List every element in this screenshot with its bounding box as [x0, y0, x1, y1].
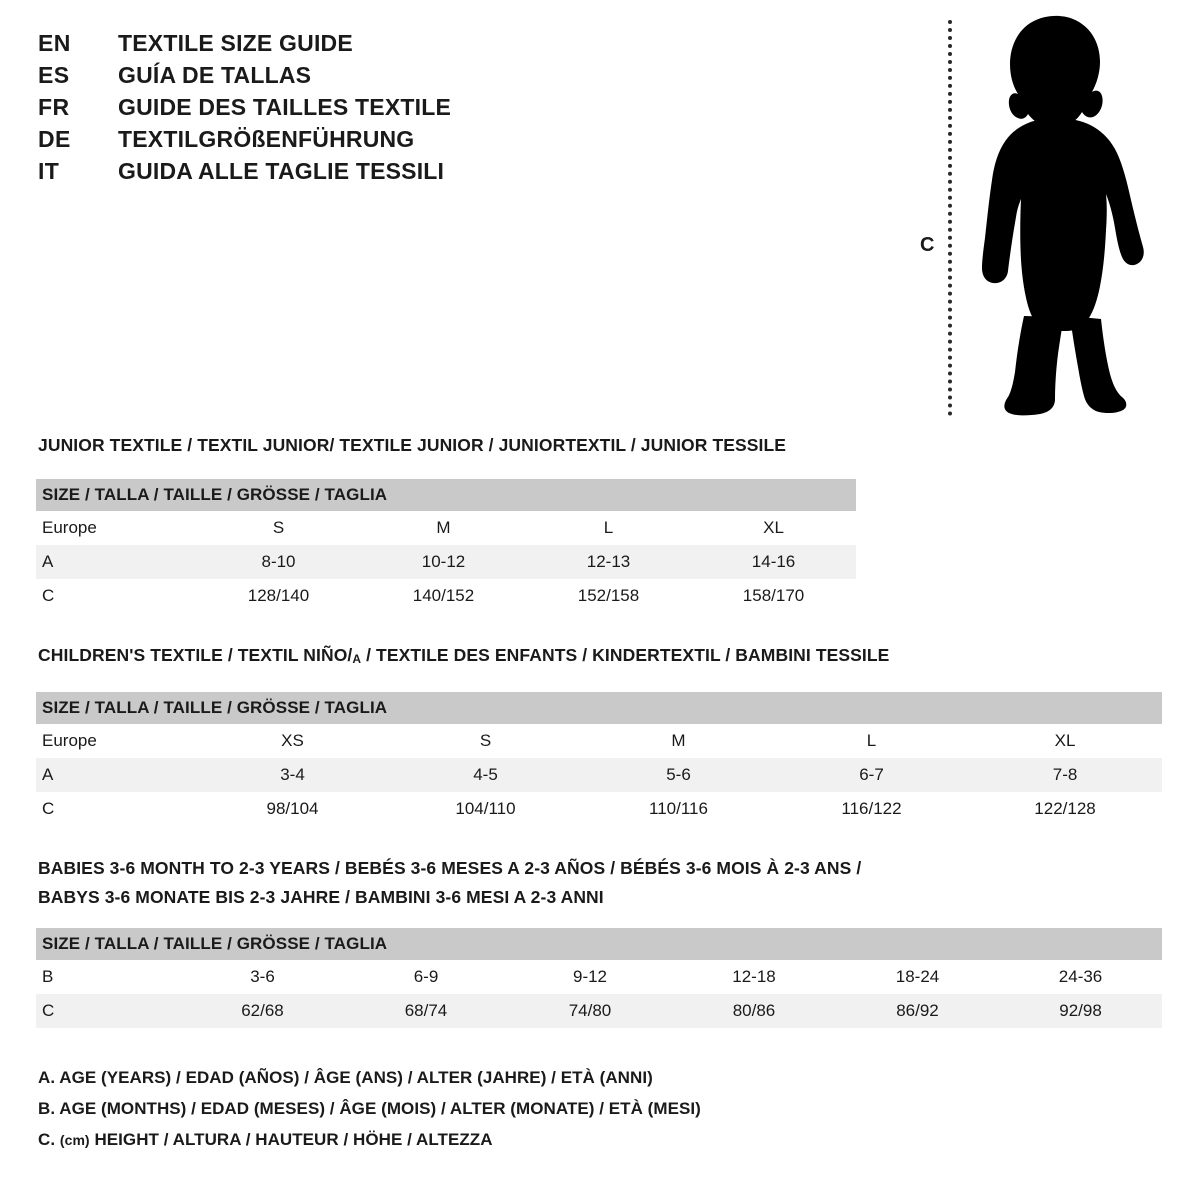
- height-measurement-figure: C: [900, 14, 1190, 424]
- table-cell: M: [582, 724, 775, 758]
- table-row: C 62/68 68/74 74/80 80/86 86/92 92/98: [36, 994, 1163, 1028]
- legend-line-a: A. AGE (YEARS) / EDAD (AÑOS) / ÂGE (ANS)…: [38, 1068, 653, 1087]
- children-title-part1: CHILDREN'S TEXTILE / TEXTIL NIÑO: [38, 645, 348, 665]
- legend-c-prefix: C.: [38, 1130, 56, 1149]
- table-cell: S: [389, 724, 582, 758]
- table-cell: 122/128: [968, 792, 1163, 826]
- table-cell: M: [361, 511, 526, 545]
- height-label-c: C: [920, 234, 935, 256]
- language-title: GUIDA ALLE TAGLIE TESSILI: [118, 158, 445, 184]
- language-code: IT: [38, 158, 60, 184]
- table-row: C 98/104 104/110 110/116 116/122 122/128: [36, 792, 1163, 826]
- table-cell: 62/68: [181, 994, 344, 1028]
- table-cell: L: [775, 724, 968, 758]
- table-cell: 158/170: [691, 579, 857, 613]
- table-cell: 110/116: [582, 792, 775, 826]
- language-row: FR GUIDE DES TAILLES TEXTILE: [38, 94, 598, 126]
- table-cell: 8-10: [196, 545, 361, 579]
- height-dashed-line: [948, 20, 952, 416]
- table-cell: 4-5: [389, 758, 582, 792]
- row-label: A: [36, 758, 196, 792]
- row-label: Europe: [36, 724, 196, 758]
- language-title: GUÍA DE TALLAS: [118, 62, 312, 88]
- child-silhouette-icon: [982, 15, 1144, 416]
- table-cell: 152/158: [526, 579, 691, 613]
- language-code: EN: [38, 30, 71, 56]
- table-cell: 74/80: [508, 994, 672, 1028]
- table-row: A 3-4 4-5 5-6 6-7 7-8: [36, 758, 1163, 792]
- row-label: C: [36, 994, 181, 1028]
- table-cell: 9-12: [508, 960, 672, 994]
- legend-c-unit: (cm): [59, 1132, 90, 1148]
- section-title-babies-line1: BABIES 3-6 MONTH TO 2-3 YEARS / BEBÉS 3-…: [38, 858, 862, 878]
- section-title-children: CHILDREN'S TEXTILE / TEXTIL NIÑO/A / TEX…: [38, 645, 889, 666]
- table-cell: 3-6: [181, 960, 344, 994]
- table-band-row: SIZE / TALLA / TAILLE / GRÖSSE / TAGLIA: [36, 928, 1163, 960]
- table-cell: 14-16: [691, 545, 857, 579]
- row-label: B: [36, 960, 181, 994]
- babies-size-table: SIZE / TALLA / TAILLE / GRÖSSE / TAGLIA …: [36, 928, 1163, 1028]
- table-cell: 6-9: [344, 960, 508, 994]
- table-row: C 128/140 140/152 152/158 158/170: [36, 579, 857, 613]
- table-cell: 68/74: [344, 994, 508, 1028]
- table-cell: 80/86: [672, 994, 836, 1028]
- table-cell: XL: [691, 511, 857, 545]
- table-cell: 18-24: [836, 960, 999, 994]
- table-cell: 5-6: [582, 758, 775, 792]
- table-cell: L: [526, 511, 691, 545]
- legend-line-c: C. (cm) HEIGHT / ALTURA / HAUTEUR / HÖHE…: [38, 1130, 938, 1161]
- row-label: C: [36, 792, 196, 826]
- language-title: TEXTILGRÖßENFÜHRUNG: [118, 126, 415, 152]
- language-code: DE: [38, 126, 71, 152]
- size-band-label: SIZE / TALLA / TAILLE / GRÖSSE / TAGLIA: [36, 928, 1163, 960]
- table-cell: 12-18: [672, 960, 836, 994]
- section-title-junior: JUNIOR TEXTILE / TEXTIL JUNIOR/ TEXTILE …: [38, 435, 787, 455]
- row-label: Europe: [36, 511, 196, 545]
- table-cell: 10-12: [361, 545, 526, 579]
- language-header-block: EN TEXTILE SIZE GUIDE ES GUÍA DE TALLAS …: [38, 30, 598, 190]
- language-row: DE TEXTILGRÖßENFÜHRUNG: [38, 126, 598, 158]
- section-title-babies-line2: BABYS 3-6 MONATE BIS 2-3 JAHRE / BAMBINI…: [38, 887, 604, 907]
- children-size-table: SIZE / TALLA / TAILLE / GRÖSSE / TAGLIA …: [36, 692, 1163, 826]
- table-row: Europe XS S M L XL: [36, 724, 1163, 758]
- table-cell: 86/92: [836, 994, 999, 1028]
- junior-size-table: SIZE / TALLA / TAILLE / GRÖSSE / TAGLIA …: [36, 479, 857, 613]
- legend-c-rest: HEIGHT / ALTURA / HAUTEUR / HÖHE / ALTEZ…: [94, 1130, 493, 1149]
- table-band-row: SIZE / TALLA / TAILLE / GRÖSSE / TAGLIA: [36, 479, 857, 511]
- children-title-part2: / TEXTILE DES ENFANTS / KINDERTEXTIL / B…: [361, 645, 890, 665]
- table-cell: 12-13: [526, 545, 691, 579]
- table-cell: XL: [968, 724, 1163, 758]
- table-cell: 3-4: [196, 758, 389, 792]
- row-label: A: [36, 545, 196, 579]
- table-cell: 7-8: [968, 758, 1163, 792]
- size-band-label: SIZE / TALLA / TAILLE / GRÖSSE / TAGLIA: [36, 692, 1163, 724]
- language-row: IT GUIDA ALLE TAGLIE TESSILI: [38, 158, 598, 190]
- row-label: C: [36, 579, 196, 613]
- table-cell: 128/140: [196, 579, 361, 613]
- children-title-sub-a: A: [352, 652, 362, 666]
- table-cell: 140/152: [361, 579, 526, 613]
- language-code: ES: [38, 62, 70, 88]
- legend-line-b: B. AGE (MONTHS) / EDAD (MESES) / ÂGE (MO…: [38, 1099, 701, 1118]
- language-title: GUIDE DES TAILLES TEXTILE: [118, 94, 451, 120]
- table-band-row: SIZE / TALLA / TAILLE / GRÖSSE / TAGLIA: [36, 692, 1163, 724]
- language-row: ES GUÍA DE TALLAS: [38, 62, 598, 94]
- table-cell: 98/104: [196, 792, 389, 826]
- table-row: A 8-10 10-12 12-13 14-16: [36, 545, 857, 579]
- children-title-slash: /: [347, 645, 353, 665]
- table-cell: 24-36: [999, 960, 1163, 994]
- table-cell: 92/98: [999, 994, 1163, 1028]
- table-row: B 3-6 6-9 9-12 12-18 18-24 24-36: [36, 960, 1163, 994]
- language-code: FR: [38, 94, 70, 120]
- table-cell: 6-7: [775, 758, 968, 792]
- table-cell: 116/122: [775, 792, 968, 826]
- table-cell: S: [196, 511, 361, 545]
- table-cell: 104/110: [389, 792, 582, 826]
- size-band-label: SIZE / TALLA / TAILLE / GRÖSSE / TAGLIA: [36, 479, 857, 511]
- legend-block: A. AGE (YEARS) / EDAD (AÑOS) / ÂGE (ANS)…: [38, 1068, 938, 1161]
- table-row: Europe S M L XL: [36, 511, 857, 545]
- language-row: EN TEXTILE SIZE GUIDE: [38, 30, 598, 62]
- language-title: TEXTILE SIZE GUIDE: [118, 30, 353, 56]
- table-cell: XS: [196, 724, 389, 758]
